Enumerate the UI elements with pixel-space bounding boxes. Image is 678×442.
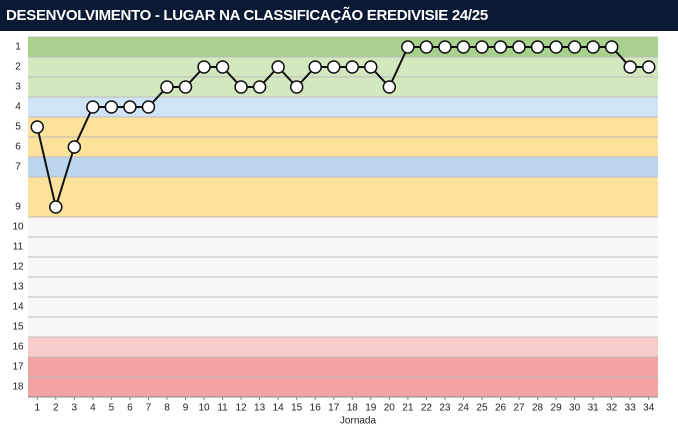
point-marker [30,120,45,134]
x-tick-label: 30 [569,403,581,414]
point-marker [364,60,378,74]
x-tick-label: 15 [291,403,303,414]
zone-band [28,157,658,177]
point-marker [345,60,360,74]
x-tick-label: 33 [625,403,637,414]
x-tick-label: 16 [310,403,322,414]
x-tick-label: 17 [328,403,340,414]
y-tick-label: 16 [12,342,24,353]
point-marker [197,60,211,74]
point-marker [382,80,397,94]
point-marker [289,80,304,94]
zone-band [28,177,658,217]
x-tick-label: 34 [643,403,655,414]
point-marker [178,80,193,94]
point-marker [419,40,434,54]
point-marker [493,40,508,54]
point-marker [586,40,600,54]
x-tick-label: 3 [72,403,78,414]
y-tick-label: 1 [15,42,21,53]
y-tick-label: 4 [15,102,21,113]
x-tick-label: 14 [273,403,285,414]
y-tick-label: 10 [12,222,24,233]
point-marker [641,60,656,74]
point-marker [549,40,563,54]
point-marker [141,100,156,114]
point-marker [104,100,119,114]
y-tick-label: 9 [15,202,21,213]
x-tick-label: 9 [183,403,189,414]
x-tick-label: 7 [146,403,152,414]
x-tick-label: 11 [217,403,228,414]
y-tick-label: 7 [15,162,21,173]
y-tick-label: 14 [12,302,24,313]
y-tick-label: 6 [15,142,21,153]
x-tick-label: 18 [347,403,359,414]
x-axis-label: Jornada [340,416,377,427]
point-marker [623,60,637,74]
x-tick-label: 32 [606,403,618,414]
point-marker [401,40,415,54]
x-tick-label: 27 [513,403,525,414]
point-marker [67,140,82,154]
point-marker [271,60,285,74]
x-tick-label: 24 [458,403,470,414]
x-tick-label: 19 [365,403,377,414]
x-tick-label: 31 [588,403,600,414]
zone-band [28,337,658,357]
point-marker [530,40,545,54]
x-tick-label: 10 [198,403,210,414]
point-marker [512,40,526,54]
point-marker [252,80,267,94]
x-tick-label: 8 [164,403,170,414]
point-marker [308,60,322,74]
x-tick-label: 13 [254,403,266,414]
y-tick-label: 17 [12,362,24,373]
point-marker [160,80,174,94]
x-tick-label: 1 [34,403,40,414]
point-marker [475,40,489,54]
x-tick-label: 21 [402,403,414,414]
point-marker [456,40,471,54]
x-tick-label: 4 [90,403,96,414]
x-tick-label: 26 [495,403,507,414]
x-tick-label: 6 [127,403,133,414]
y-tick-label: 5 [15,122,21,133]
x-tick-label: 29 [551,403,563,414]
y-tick-label: 13 [12,282,24,293]
point-marker [438,40,452,54]
x-tick-label: 28 [532,403,544,414]
point-marker [326,60,341,74]
x-tick-label: 23 [439,403,451,414]
point-marker [49,200,63,214]
chart-title: DESENVOLVIMENTO - LUGAR NA CLASSIFICAÇÃO… [0,0,678,31]
x-tick-label: 2 [53,403,59,414]
x-tick-label: 12 [236,403,248,414]
y-tick-label: 15 [12,322,24,333]
y-tick-label: 11 [13,242,24,253]
zone-band [28,97,658,117]
y-tick-label: 2 [15,62,21,73]
point-marker [123,100,137,114]
x-tick-label: 20 [384,403,396,414]
point-marker [604,40,619,54]
point-marker [567,40,582,54]
x-tick-label: 5 [109,403,115,414]
series-line [36,46,649,211]
point-marker [234,80,248,94]
y-tick-label: 12 [12,262,24,273]
point-marker [215,60,230,74]
x-tick-label: 22 [421,403,433,414]
y-tick-label: 18 [12,382,24,393]
y-tick-label: 3 [15,82,21,93]
x-tick-label: 25 [476,403,488,414]
point-marker [86,100,100,114]
